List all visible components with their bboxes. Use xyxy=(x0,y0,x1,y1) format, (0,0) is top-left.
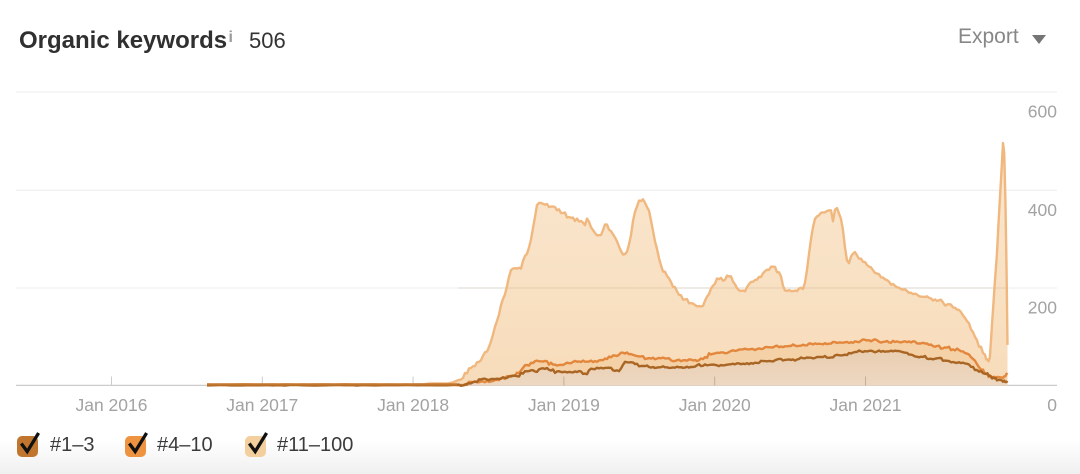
svg-text:Jan 2020: Jan 2020 xyxy=(679,395,751,415)
svg-text:Jan 2021: Jan 2021 xyxy=(829,395,901,415)
svg-text:0: 0 xyxy=(1047,395,1057,415)
svg-text:200: 200 xyxy=(1028,298,1057,318)
svg-text:Jan 2016: Jan 2016 xyxy=(75,395,147,415)
svg-text:Jan 2019: Jan 2019 xyxy=(528,395,600,415)
svg-text:400: 400 xyxy=(1028,200,1057,220)
svg-text:Jan 2018: Jan 2018 xyxy=(377,395,449,415)
svg-text:600: 600 xyxy=(1028,102,1057,122)
svg-text:Jan 2017: Jan 2017 xyxy=(226,395,298,415)
